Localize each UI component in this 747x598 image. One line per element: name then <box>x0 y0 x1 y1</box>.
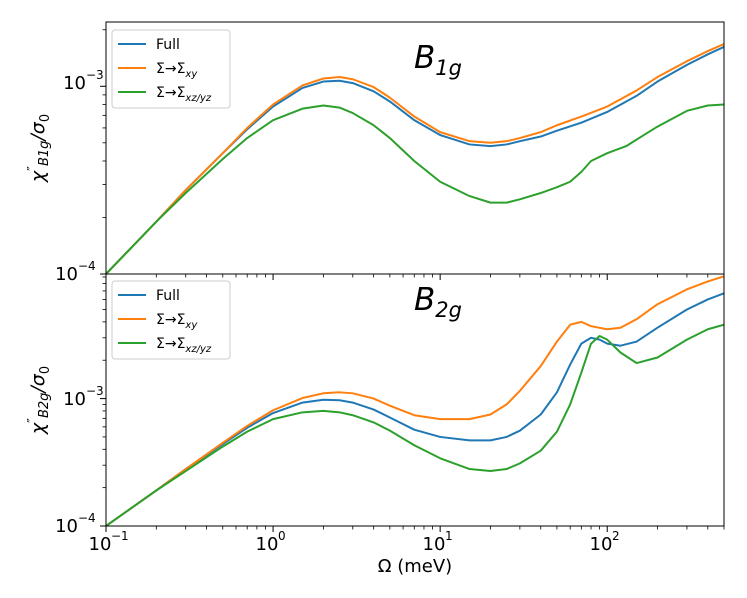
svg-text:10: 10 <box>89 534 112 555</box>
svg-text:0: 0 <box>278 529 286 543</box>
legend-box-b1g <box>111 29 231 109</box>
legend-label-xzyz-b2g: Σ→Σxz/yz <box>156 336 212 355</box>
svg-text:10: 10 <box>590 534 613 555</box>
axes-frame-b2g <box>105 273 725 527</box>
series-line-xy-b2g <box>106 275 724 526</box>
x-tick-label-10: 10 1 <box>423 529 453 555</box>
legend-b2g: Full Σ→Σxy Σ→Σxz/yz <box>111 280 231 360</box>
series-line-xzyz-b1g <box>106 103 724 274</box>
y-tick-label-b2g-1e-4: 10 −4 <box>55 511 96 537</box>
series-line-xzyz-b2g <box>106 323 724 526</box>
svg-text:2: 2 <box>612 529 620 543</box>
legend-b1g: Full Σ→Σxy Σ→Σxz/yz <box>111 29 231 109</box>
svg-text:10: 10 <box>63 73 86 94</box>
svg-text:−3: −3 <box>86 384 104 398</box>
legend-label-xy-b1g: Σ→Σxy <box>156 61 198 80</box>
svg-text:−1: −1 <box>111 529 129 543</box>
series-line-xy-b1g <box>106 42 724 274</box>
svg-text:10: 10 <box>63 389 86 410</box>
panel-b1g: B1g χ″B1g/σ0 10 −3 10 −4 Full Σ→Σxy Σ→Σx… <box>26 21 725 285</box>
svg-text:10: 10 <box>55 264 78 285</box>
series-line-full-b2g <box>106 292 724 526</box>
svg-text:10: 10 <box>55 516 78 537</box>
y-tick-label-b1g-1e-3: 10 −3 <box>63 68 104 94</box>
svg-text:−3: −3 <box>86 68 104 82</box>
y-axis-label-b2g: χ″B2g/σ0 <box>26 366 53 435</box>
svg-text:−4: −4 <box>78 511 96 525</box>
svg-text:10: 10 <box>256 534 279 555</box>
legend-label-xzyz-b1g: Σ→Σxz/yz <box>156 85 212 104</box>
x-tick-label-100: 10 2 <box>590 529 620 555</box>
x-tick-label-0.1: 10 −1 <box>89 529 129 555</box>
legend-label-xy-b2g: Σ→Σxy <box>156 312 198 331</box>
svg-text:1: 1 <box>445 529 453 543</box>
y-tick-label-b2g-1e-3: 10 −3 <box>63 384 104 410</box>
legend-label-full-b2g: Full <box>156 288 180 304</box>
panel-title-b2g: B2g <box>414 282 462 322</box>
legend-box-b2g <box>111 280 231 360</box>
svg-text:−4: −4 <box>78 259 96 273</box>
y-axis-label-b1g: χ″B1g/σ0 <box>26 114 53 183</box>
y-tick-label-b1g-1e-4: 10 −4 <box>55 259 96 285</box>
svg-text:10: 10 <box>423 534 446 555</box>
panel-b2g: B2g χ″B2g/σ0 10 −3 10 −4 10 −1 10 0 10 1… <box>26 273 725 577</box>
series-line-full-b1g <box>106 45 724 274</box>
panel-title-b1g: B1g <box>414 40 462 80</box>
x-tick-label-1: 10 0 <box>256 529 286 555</box>
legend-label-full-b1g: Full <box>156 37 180 53</box>
x-axis-label: Ω (meV) <box>378 556 452 577</box>
